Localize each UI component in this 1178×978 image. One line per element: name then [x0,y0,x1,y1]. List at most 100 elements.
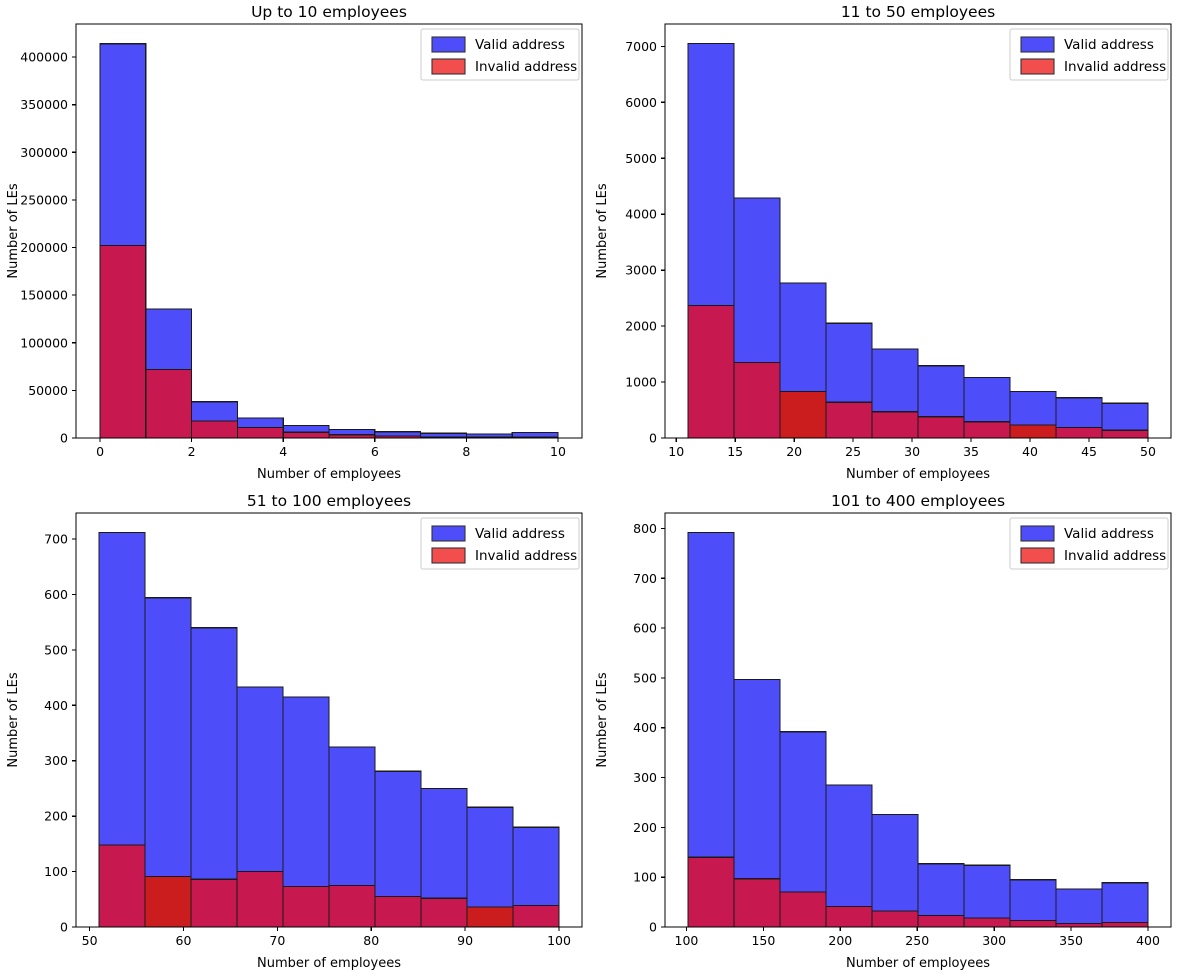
chart-title: 101 to 400 employees [831,492,1005,510]
legend-label: Valid address [475,37,565,53]
y-tick-label: 400 [633,720,657,735]
y-tick-label: 200000 [20,240,68,255]
invalid-address-bar [917,416,965,439]
y-tick-label: 4000 [625,207,657,222]
y-tick-label: 1000 [625,375,657,390]
invalid-address-bar [282,885,330,928]
x-axis-label: Number of employees [257,956,401,971]
invalid-address-bar [825,905,873,928]
legend-swatch-valid [431,36,466,53]
legend-swatch-invalid [1020,58,1055,75]
y-tick-label: 0 [649,431,657,446]
invalid-address-bar [144,875,192,928]
x-tick-label: 200 [828,933,852,948]
valid-address-bar [1055,888,1103,928]
y-tick-label: 400000 [20,50,68,65]
invalid-address-bar [871,411,919,439]
x-tick-label: 50 [1140,444,1156,459]
x-tick-label: 100 [547,933,571,948]
y-tick-label: 250000 [20,192,68,207]
valid-address-bar [1009,879,1057,928]
axes-frame [664,512,1172,928]
invalid-address-bar [98,844,146,928]
y-tick-label: 2000 [625,319,657,334]
y-tick-label: 500 [633,670,657,685]
x-tick-label: 250 [905,933,929,948]
y-tick-label: 0 [60,431,68,446]
y-tick-label: 600 [633,621,657,636]
y-tick-label: 100 [44,864,68,879]
legend-swatch-invalid [431,58,466,75]
invalid-address-bar [282,431,330,439]
y-tick-label: 50000 [28,383,68,398]
x-tick-label: 30 [904,444,920,459]
y-tick-label: 300000 [20,145,68,160]
invalid-address-bar [733,878,781,928]
x-tick-label: 80 [363,933,379,948]
x-tick-label: 150 [751,933,775,948]
x-tick-label: 50 [82,933,98,948]
y-tick-label: 0 [60,920,68,935]
invalid-address-bar [1101,921,1149,928]
legend-label: Invalid address [1064,548,1166,564]
y-axis-label: Number of LEs [6,672,21,767]
x-tick-label: 70 [269,933,285,948]
legend-label: Invalid address [475,59,577,75]
invalid-address-bar [1101,429,1149,439]
invalid-address-bar [825,401,873,439]
invalid-address-bar [1009,424,1057,439]
x-tick-label: 40 [1022,444,1038,459]
invalid-address-bar [779,390,827,439]
y-tick-label: 600 [44,587,68,602]
legend-label: Invalid address [1064,59,1166,75]
x-tick-label: 20 [786,444,802,459]
x-tick-label: 60 [176,933,192,948]
x-tick-label: 15 [727,444,743,459]
valid-address-bar [1101,882,1149,928]
y-axis-label: Number of LEs [595,672,610,767]
invalid-address-bar [871,910,919,928]
y-tick-label: 200 [44,809,68,824]
y-tick-label: 100000 [20,335,68,350]
invalid-address-bar [190,878,238,928]
x-tick-label: 6 [371,444,379,459]
invalid-address-bar [963,421,1011,439]
legend-label: Valid address [1064,37,1154,53]
y-tick-label: 300 [633,770,657,785]
invalid-address-bar [145,368,193,439]
chart-101-to-400-employees: 100 150 200 250 300 350 400 0 100 200 300 400 500 600… [589,489,1178,978]
invalid-address-bar [917,914,965,928]
y-tick-label: 7000 [625,39,657,54]
legend-swatch-invalid [431,547,466,564]
y-tick-label: 150000 [20,288,68,303]
chart-title: 11 to 50 employees [841,3,995,21]
valid-address-bar [871,813,919,928]
axes-frame [75,512,583,928]
valid-address-bar [825,784,873,928]
y-tick-label: 200 [633,820,657,835]
invalid-address-bar [236,870,284,928]
invalid-address-bar [687,304,735,439]
x-tick-label: 100 [675,933,699,948]
y-tick-label: 500 [44,642,68,657]
invalid-address-bar [374,895,422,928]
y-tick-label: 800 [633,521,657,536]
x-tick-label: 8 [462,444,470,459]
x-tick-label: 45 [1081,444,1097,459]
y-tick-label: 0 [649,920,657,935]
y-tick-label: 700 [44,532,68,547]
axes-frame [75,23,583,439]
axes-frame [664,23,1172,439]
valid-address-bar [963,864,1011,928]
legend-swatch-valid [1020,525,1055,542]
x-axis-label: Number of employees [846,956,990,971]
chart-title: Up to 10 employees [251,3,407,21]
legend-label: Valid address [1064,526,1154,542]
y-tick-label: 6000 [625,95,657,110]
y-tick-label: 400 [44,698,68,713]
x-axis-label: Number of employees [257,467,401,482]
x-axis-label: Number of employees [846,467,990,482]
invalid-address-bar [420,897,468,928]
x-tick-label: 35 [963,444,979,459]
